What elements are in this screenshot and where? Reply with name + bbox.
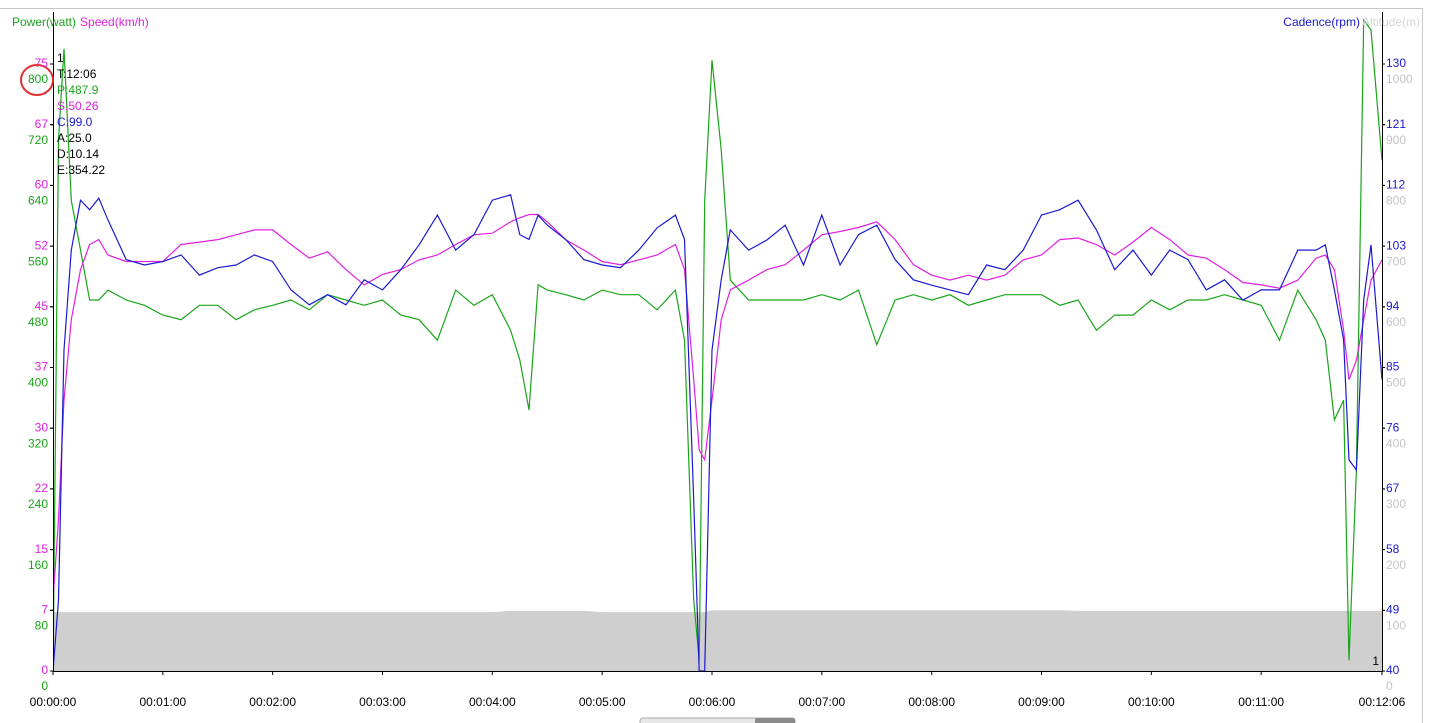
tooltip-line: C:99.0 <box>57 115 93 129</box>
y-tick-label: 900 <box>1386 133 1406 147</box>
tooltip-line: P:487.9 <box>57 83 99 97</box>
x-tick-label: 00:11:00 <box>1238 695 1284 709</box>
y-tick-label: 720 <box>28 133 48 147</box>
x-tick-label: 00:00:00 <box>30 695 77 709</box>
y-tick-label: 100 <box>1386 618 1406 632</box>
legend-entry: Power(watt) <box>12 15 76 29</box>
y-tick-label: 160 <box>28 558 48 572</box>
tooltip-line: A:25.0 <box>57 131 92 145</box>
x-tick-label: 00:09:00 <box>1018 695 1065 709</box>
x-tick-label: 00:03:00 <box>359 695 406 709</box>
y-tick-label: 0 <box>1386 679 1393 693</box>
y-tick-label: 800 <box>28 72 48 86</box>
tooltip-line: D:10.14 <box>57 147 99 161</box>
y-tick-label: 67 <box>1386 481 1400 495</box>
y-tick-label: 60 <box>35 178 49 192</box>
y-tick-label: 22 <box>35 481 49 495</box>
y-tick-label: 130 <box>1386 56 1406 70</box>
x-tick-label: 00:02:00 <box>249 695 296 709</box>
x-tick-label: 00:06:00 <box>689 695 736 709</box>
y-tick-label: 560 <box>28 254 48 268</box>
x-tick-label: 00:12:06 <box>1359 695 1406 709</box>
series-line <box>53 213 1383 600</box>
y-tick-label: 75 <box>35 56 49 70</box>
highlight-circle <box>20 64 54 96</box>
x-tick-label: 00:05:00 <box>579 695 626 709</box>
x-tick-label: 00:07:00 <box>798 695 845 709</box>
y-tick-label: 0 <box>41 663 48 677</box>
x-tick-label: 00:01:00 <box>139 695 186 709</box>
y-tick-label: 400 <box>1386 436 1406 450</box>
y-tick-label: 800 <box>1386 194 1406 208</box>
y-tick-label: 76 <box>1386 420 1400 434</box>
y-tick-label: 80 <box>35 618 49 632</box>
y-tick-label: 40 <box>1386 663 1400 677</box>
y-tick-label: 400 <box>28 376 48 390</box>
y-tick-label: 121 <box>1386 117 1406 131</box>
y-tick-label: 300 <box>1386 497 1406 511</box>
legend-entry: Cadence(rpm) <box>1283 15 1360 29</box>
y-tick-label: 240 <box>28 497 48 511</box>
legend-entry: Speed(km/h) <box>80 15 149 29</box>
y-tick-label: 49 <box>1386 602 1400 616</box>
y-tick-label: 58 <box>1386 542 1400 556</box>
x-tick-label: 00:10:00 <box>1128 695 1175 709</box>
y-tick-label: 67 <box>35 117 49 131</box>
x-tick-label: 00:04:00 <box>469 695 516 709</box>
y-tick-label: 112 <box>1386 178 1405 192</box>
y-tick-label: 45 <box>35 299 49 313</box>
y-tick-label: 15 <box>35 542 49 556</box>
y-tick-label: 7 <box>41 602 48 616</box>
y-tick-label: 600 <box>1386 315 1406 329</box>
y-tick-label: 52 <box>35 238 49 252</box>
tooltip-line: T:12:06 <box>57 67 97 81</box>
y-tick-label: 200 <box>1386 558 1406 572</box>
x-tick-label: 00:08:00 <box>908 695 955 709</box>
y-tick-label: 37 <box>35 360 49 374</box>
y-tick-label: 480 <box>28 315 48 329</box>
corner-label: 1 <box>1372 654 1379 668</box>
axes <box>53 12 1383 672</box>
altitude-area <box>53 610 1382 671</box>
y-tick-label: 700 <box>1386 254 1406 268</box>
tooltip-line: E:354.22 <box>57 163 105 177</box>
y-tick-label: 103 <box>1386 238 1406 252</box>
y-tick-label: 85 <box>1386 360 1400 374</box>
y-tick-label: 94 <box>1386 299 1400 313</box>
y-tick-label: 0 <box>41 679 48 693</box>
y-tick-label: 640 <box>28 194 48 208</box>
y-tick-label: 500 <box>1386 376 1406 390</box>
series-line <box>53 18 1383 672</box>
tooltip-line: S:50.26 <box>57 99 99 113</box>
scrollbar-thumb[interactable] <box>755 718 795 723</box>
y-tick-label: 320 <box>28 436 48 450</box>
tooltip-line: 1 <box>57 51 64 65</box>
y-tick-label: 30 <box>35 420 49 434</box>
legend-entry: Altitude(m) <box>1362 15 1420 29</box>
y-tick-label: 1000 <box>1386 72 1413 86</box>
